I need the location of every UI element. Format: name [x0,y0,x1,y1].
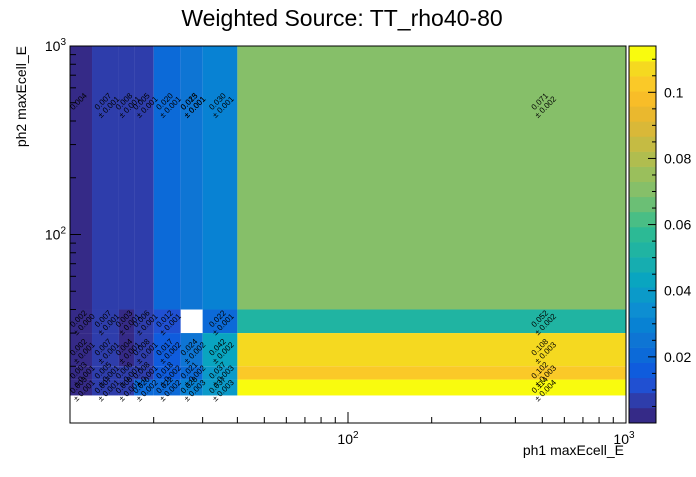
heatmap-cell [134,366,154,380]
colorbar-swatch [629,347,656,363]
heatmap-cell [237,379,626,396]
colorbar-swatch [629,136,656,152]
heatmap-cell [118,333,135,367]
y-tick-label: 103 [45,37,67,54]
chart-title: Weighted Source: TT_rho40-80 [181,5,502,31]
colorbar-tick-label: 0.08 [664,150,691,166]
heatmap-cell [92,379,119,396]
colorbar: 0.02 0.04 0.06 0.08 0.1 [628,45,691,424]
heatmap-cells [70,46,626,396]
heatmap-cell [180,46,203,310]
x-axis-label: ph1 maxEcell_E [523,442,624,458]
colorbar-swatch [629,226,656,243]
colorbar-tick-label: 0.06 [664,217,691,233]
heatmap-cell [92,333,119,367]
colorbar-swatch [629,76,656,92]
heatmap-cell [202,309,238,334]
colorbar-swatch [629,121,656,137]
colorbar-swatch [629,302,656,318]
heatmap-cell [118,366,135,380]
colorbar-tick-label: 0.1 [664,84,684,100]
heatmap-cell [153,379,181,396]
heatmap-cell [237,46,626,310]
colorbar-swatch [629,407,656,424]
heatmap-cell [70,333,93,367]
colorbar-swatch [629,46,656,62]
heatmap-cell [202,46,238,310]
colorbar-swatch [629,211,656,228]
heatmap-cell [237,333,626,367]
colorbar-swatch [629,106,656,122]
colorbar-tick-label: 0.02 [664,349,691,365]
heatmap-cell [134,46,154,310]
heatmap-cell [180,379,203,396]
heatmap-cell [92,309,119,334]
heatmap-cell [202,333,238,367]
colorbar-swatch [629,151,656,167]
heatmap-cell [134,309,154,334]
heatmap-cell [92,46,119,310]
heatmap-cell [202,379,238,396]
colorbar-swatch [629,377,656,394]
heatmap-cell [70,379,93,396]
colorbar-swatch [629,166,656,183]
colorbar-swatch [629,317,656,333]
colorbar-swatch [629,61,656,77]
y-axis-label: ph2 maxEcell_E [13,46,29,147]
heatmap-cell [153,366,181,380]
heatmap-cell [153,309,181,334]
colorbar-swatch [629,332,656,348]
heatmap-cell [202,366,238,380]
heatmap-cell [134,379,154,396]
heatmap-cell [70,309,93,334]
colorbar-swatch [629,287,656,303]
heatmap-cell [180,366,203,380]
heatmap-cell [118,379,135,396]
heatmap-cell [92,366,119,380]
axes: 102 103 102 103 [45,37,635,447]
heatmap-cell [237,309,626,334]
colorbar-swatch [629,242,656,258]
heatmap-cell [118,46,135,310]
colorbar-swatch [629,362,656,379]
colorbar-tick-label: 0.04 [664,283,691,299]
x-tick-label: 103 [613,430,635,447]
colorbar-frame [628,45,657,424]
heatmap-cell [237,366,626,380]
colorbar-swatch [629,392,656,409]
heatmap-cell [70,46,93,310]
colorbar-swatch [629,181,656,198]
heatmap-cell [70,366,93,380]
heatmap-cell [118,309,135,334]
heatmap-cell [134,333,154,367]
y-tick-label: 102 [45,226,67,243]
colorbar-swatch [629,272,656,288]
heatmap-cell [180,333,203,367]
colorbar-swatch [629,196,656,213]
colorbar-swatch [629,91,656,107]
heatmap-cell [153,46,181,310]
x-tick-label: 102 [337,430,359,447]
heatmap-cell [153,333,181,367]
colorbar-swatch [629,257,656,273]
